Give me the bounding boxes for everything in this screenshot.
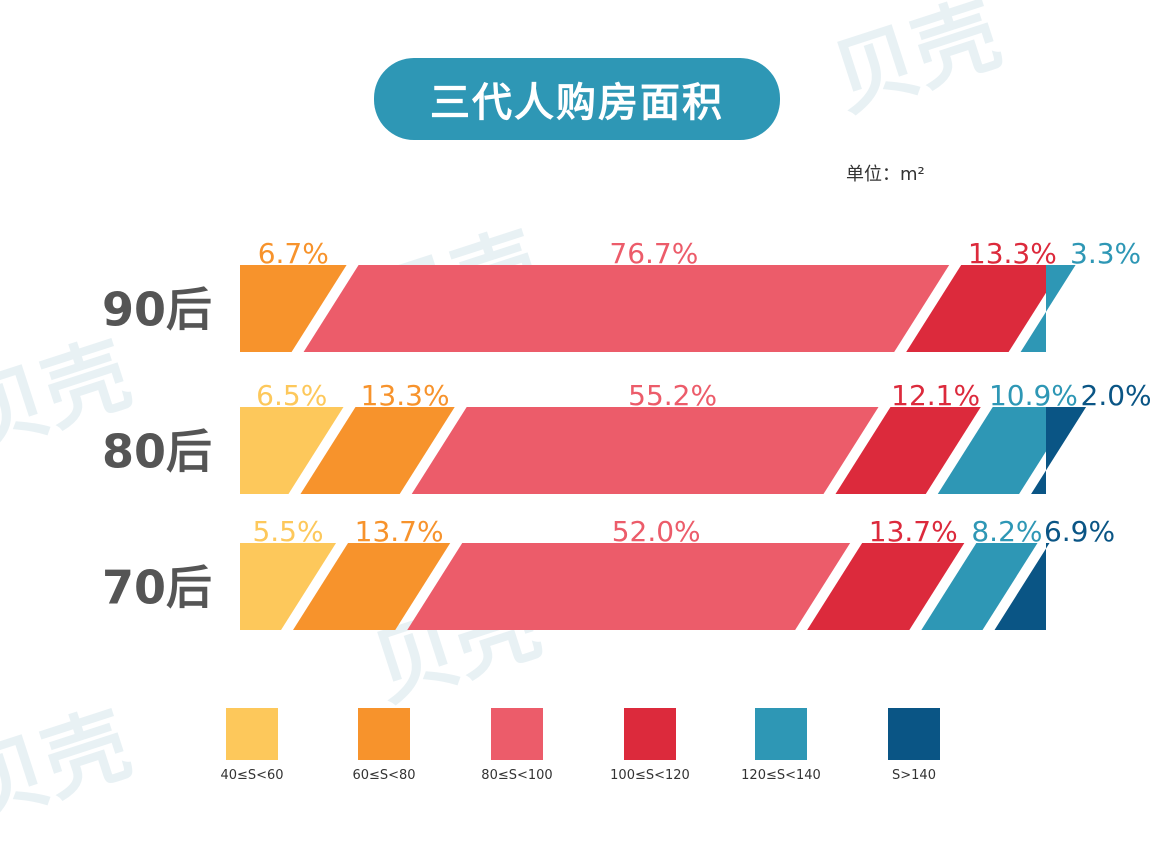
legend-swatch: [226, 708, 278, 760]
legend-swatch: [755, 708, 807, 760]
data-label: 2.0%: [1081, 379, 1150, 412]
data-label: 8.2%: [971, 515, 1042, 548]
chart-title: 三代人购房面积: [374, 58, 780, 140]
data-label: 6.9%: [1044, 515, 1115, 548]
legend-item: 60≤S<80: [329, 708, 439, 783]
bar-segment: [240, 543, 337, 630]
data-label: 13.3%: [968, 237, 1057, 270]
unit-label: 单位：m²: [846, 164, 925, 185]
data-label: 13.3%: [361, 379, 450, 412]
data-label: 10.9%: [989, 379, 1078, 412]
legend-label: 100≤S<120: [610, 768, 690, 783]
bar-segment: [807, 543, 965, 630]
data-label: 6.5%: [256, 379, 327, 412]
data-label: 12.1%: [891, 379, 980, 412]
category-label: 70后: [102, 561, 212, 615]
bar-segment: [407, 543, 851, 630]
bar-segment: [1031, 407, 1087, 494]
legend-item: S>140: [859, 708, 969, 783]
legend-label: 80≤S<100: [481, 768, 553, 783]
data-label: 6.7%: [258, 237, 329, 270]
legend-item: 100≤S<120: [595, 708, 705, 783]
bar-segment: [906, 265, 1064, 352]
data-label: 5.5%: [252, 515, 323, 548]
data-label: 13.7%: [869, 515, 958, 548]
bar-segment: [303, 265, 950, 352]
legend-item: 40≤S<60: [197, 708, 307, 783]
legend-item: 80≤S<100: [462, 708, 572, 783]
legend-label: S>140: [892, 768, 936, 783]
legend-swatch: [888, 708, 940, 760]
legend-swatch: [358, 708, 410, 760]
bar-segment: [994, 543, 1050, 630]
bar-segment: [293, 543, 451, 630]
legend-label: 60≤S<80: [352, 768, 416, 783]
legend-item: 120≤S<140: [726, 708, 836, 783]
legend-swatch: [624, 708, 676, 760]
category-label: 90后: [102, 283, 212, 337]
data-label: 13.7%: [355, 515, 444, 548]
legend-label: 120≤S<140: [741, 768, 821, 783]
data-label: 3.3%: [1070, 237, 1141, 270]
legend-label: 40≤S<60: [220, 768, 284, 783]
bar-segment: [835, 407, 981, 494]
stacked-bar-chart: 90后 6.7% 76.7% 13.3% 3.3% 80后 6.5% 13.3% 55.2% 12…: [102, 237, 1150, 630]
bar-segment: [1020, 265, 1076, 352]
data-label: 55.2%: [628, 379, 717, 412]
bar-segment: [921, 543, 1038, 630]
legend-swatch: [491, 708, 543, 760]
bar-segment: [240, 265, 347, 352]
bar-segment: [937, 407, 1075, 494]
bar-segment: [300, 407, 455, 494]
legend: 40≤S<60 60≤S<80 80≤S<100 100≤S<120 120≤S<140…: [0, 708, 1150, 798]
data-label: 52.0%: [612, 515, 701, 548]
bar-segment: [240, 407, 344, 494]
category-label: 80后: [102, 425, 212, 479]
data-label: 76.7%: [609, 237, 698, 270]
bar-segment: [411, 407, 879, 494]
